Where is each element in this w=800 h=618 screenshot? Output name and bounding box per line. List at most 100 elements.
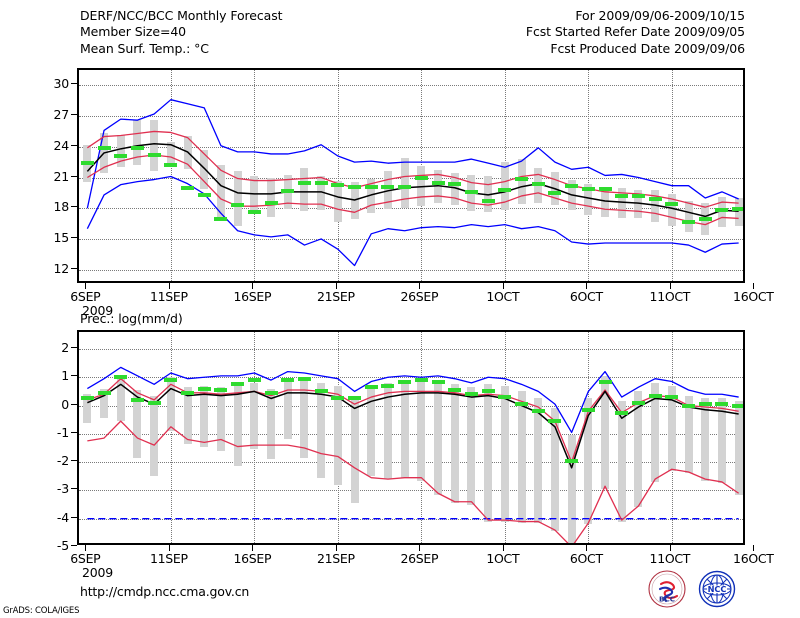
observed-marker: [615, 193, 629, 198]
ensemble-spread-bar: [116, 134, 125, 168]
observed-marker: [431, 379, 445, 384]
y-axis-tick-mark: [71, 144, 77, 146]
observed-marker: [464, 189, 478, 194]
x-axis-tick-mark: [669, 545, 671, 551]
grid-line-horizontal: [79, 405, 743, 407]
observed-marker: [181, 185, 195, 190]
grid-line-horizontal: [79, 462, 743, 464]
observed-marker: [297, 376, 311, 381]
observed-marker: [264, 390, 278, 395]
x-axis-tick-label: 6SEP: [70, 551, 101, 566]
grid-line-horizontal: [79, 433, 743, 435]
y-axis-tick-label: -5: [56, 538, 69, 553]
x-axis-year-label: 2009: [82, 565, 114, 580]
ensemble-spread-bar: [250, 382, 259, 450]
observed-marker: [80, 161, 94, 166]
observed-marker: [147, 400, 161, 405]
observed-marker: [682, 219, 696, 224]
observed-marker: [531, 409, 545, 414]
y-axis-tick-label: -2: [56, 453, 69, 469]
series-line-max: [87, 366, 739, 434]
y-axis-tick-label: 0: [61, 396, 69, 412]
header-left-block: DERF/NCC/BCC Monthly Forecast Member Siz…: [80, 8, 283, 57]
ensemble-spread-bar: [500, 385, 509, 522]
ensemble-spread-bar: [667, 385, 676, 471]
x-axis-tick-label: 21SEP: [316, 289, 355, 304]
grid-line-horizontal: [79, 348, 743, 350]
x-axis-tick-label: 16OCT: [733, 551, 774, 566]
x-axis-tick-mark: [753, 283, 755, 289]
y-axis-tick-mark: [71, 516, 77, 518]
observed-marker: [631, 193, 645, 198]
ensemble-spread-bar: [651, 382, 660, 482]
x-axis-tick-mark: [419, 545, 421, 551]
y-axis-tick-label: 1: [61, 368, 69, 384]
x-axis-tick-mark: [85, 545, 87, 551]
ensemble-spread-bar: [317, 382, 326, 478]
observed-marker: [130, 397, 144, 402]
x-axis-tick-mark: [586, 283, 588, 289]
grid-line-horizontal: [79, 490, 743, 492]
ensemble-spread-bar: [601, 375, 610, 489]
x-axis-tick-label: 11SEP: [149, 289, 188, 304]
ensemble-spread-bar: [484, 384, 493, 522]
observed-marker: [648, 197, 662, 201]
grid-line-vertical: [671, 70, 673, 281]
ensemble-spread-bar: [601, 186, 610, 218]
observed-marker: [732, 403, 743, 408]
ensemble-spread-bar: [450, 173, 459, 206]
grid-line-vertical: [337, 70, 339, 281]
header: DERF/NCC/BCC Monthly Forecast Member Siz…: [0, 0, 800, 62]
x-axis-tick-mark: [168, 283, 170, 289]
ensemble-spread-bar: [100, 388, 109, 419]
ensemble-spread-bar: [367, 178, 376, 214]
ensemble-spread-bar: [434, 381, 443, 495]
x-axis-tick-mark: [335, 283, 337, 289]
y-axis-tick-mark: [71, 460, 77, 462]
member-size: Member Size=40: [80, 24, 187, 40]
x-axis-tick-label: 11SEP: [149, 551, 188, 566]
ensemble-spread-bar: [734, 401, 743, 495]
x-axis-tick-label: 16SEP: [233, 551, 272, 566]
observed-marker: [515, 176, 529, 181]
observed-marker: [197, 192, 211, 197]
ensemble-spread-bar: [283, 381, 292, 440]
x-axis-tick-label: 16OCT: [733, 289, 774, 304]
ensemble-spread-bar: [216, 165, 225, 220]
series-line-upper-quartile: [86, 130, 739, 208]
x-axis-tick-label: 6OCT: [569, 289, 603, 304]
series-overlay: [87, 366, 740, 543]
observed-marker: [114, 154, 128, 158]
y-axis-tick-mark: [71, 545, 77, 546]
grads-credit: GrADS: COLA/IGES: [3, 606, 80, 616]
ensemble-spread-bar: [317, 176, 326, 211]
ensemble-spread-bar: [333, 180, 342, 222]
ensemble-spread-bar: [617, 187, 626, 219]
observed-marker: [615, 410, 629, 415]
y-axis-tick-mark: [71, 114, 77, 116]
x-axis-tick-mark: [335, 545, 337, 551]
x-axis-tick-label: 16SEP: [233, 289, 272, 304]
observed-marker: [331, 396, 345, 401]
ensemble-spread-bar: [634, 391, 643, 508]
observed-marker: [581, 186, 595, 191]
observed-marker: [297, 180, 311, 185]
ensemble-spread-bar: [684, 201, 693, 232]
forecast-period: For 2009/09/06-2009/10/15: [575, 8, 745, 23]
observed-marker: [364, 385, 378, 390]
y-axis-tick-mark: [71, 375, 77, 377]
source-url[interactable]: http://cmdp.ncc.cma.gov.cn: [80, 584, 250, 599]
observed-marker: [97, 145, 111, 150]
observed-marker: [348, 396, 362, 401]
ensemble-spread-bar: [517, 391, 526, 523]
series-line-max: [86, 99, 739, 209]
observed-marker: [181, 390, 195, 395]
observed-marker: [114, 375, 128, 380]
observed-marker: [498, 395, 512, 400]
ensemble-spread-bar: [383, 382, 392, 480]
observed-marker: [381, 383, 395, 388]
ensemble-spread-bar: [166, 141, 175, 165]
grid-line-horizontal: [79, 269, 743, 271]
y-axis-tick-label: 30: [53, 76, 69, 92]
ensemble-spread-bar: [150, 395, 159, 477]
